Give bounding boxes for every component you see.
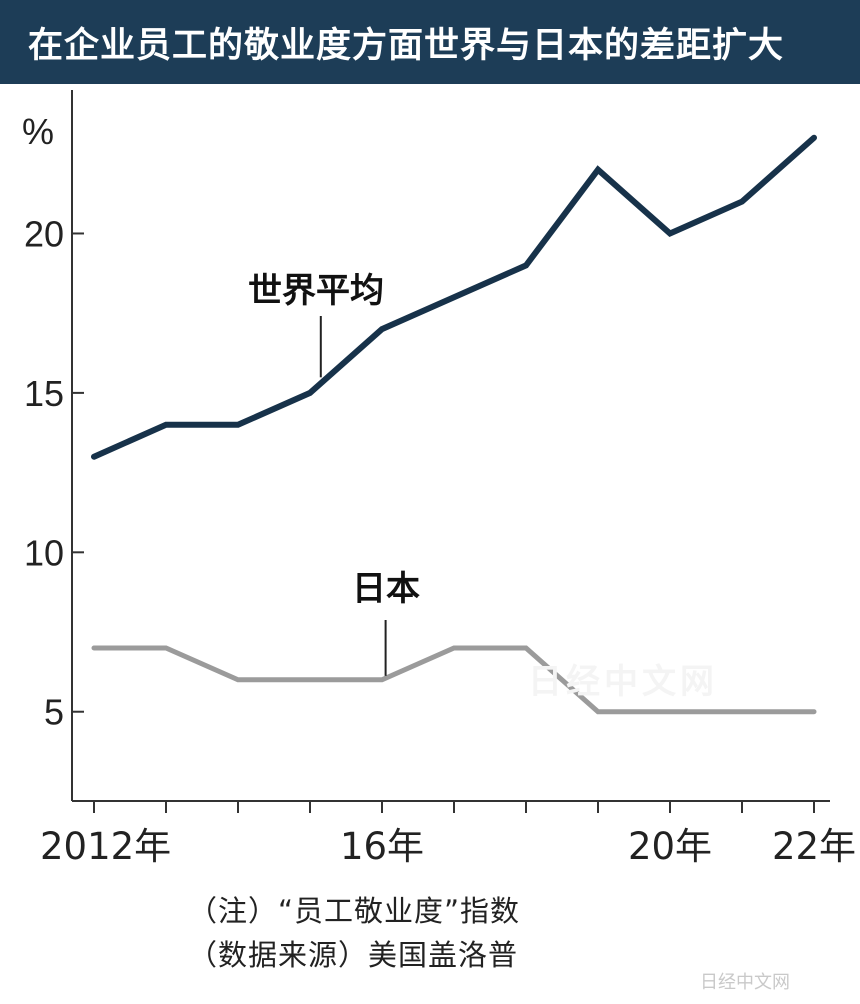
x-tick-label: 2012年 (40, 825, 171, 868)
axes: 5 10 15 20% 2012年 16年 20年 22年 (22, 90, 856, 868)
note-source: （数据来源）美国盖洛普 (188, 938, 519, 972)
series-line-japan (91, 645, 817, 715)
chart-title: 在企业员工的敬业度方面世界与日本的差距扩大 (0, 0, 860, 84)
series-line-world (91, 134, 817, 460)
series-layer (91, 134, 817, 715)
watermark-text: 日经中文网 (528, 662, 718, 702)
y-unit-label: % (22, 111, 54, 152)
series-label-world: 世界平均 (248, 271, 384, 311)
y-tick-label: 15 (24, 373, 64, 414)
y-tick-label: 5 (44, 692, 64, 733)
x-tick-label: 16年 (340, 825, 424, 868)
note-index: （注）“员工敬业度”指数 (188, 894, 521, 928)
x-tick-label: 22年 (772, 825, 856, 868)
x-tick-label: 20年 (628, 825, 712, 868)
corner-watermark: 日经中文网 (700, 972, 790, 993)
y-tick-label: 20 (24, 213, 64, 254)
y-tick-label: 10 (24, 532, 64, 573)
series-label-japan: 日本 (352, 569, 420, 609)
